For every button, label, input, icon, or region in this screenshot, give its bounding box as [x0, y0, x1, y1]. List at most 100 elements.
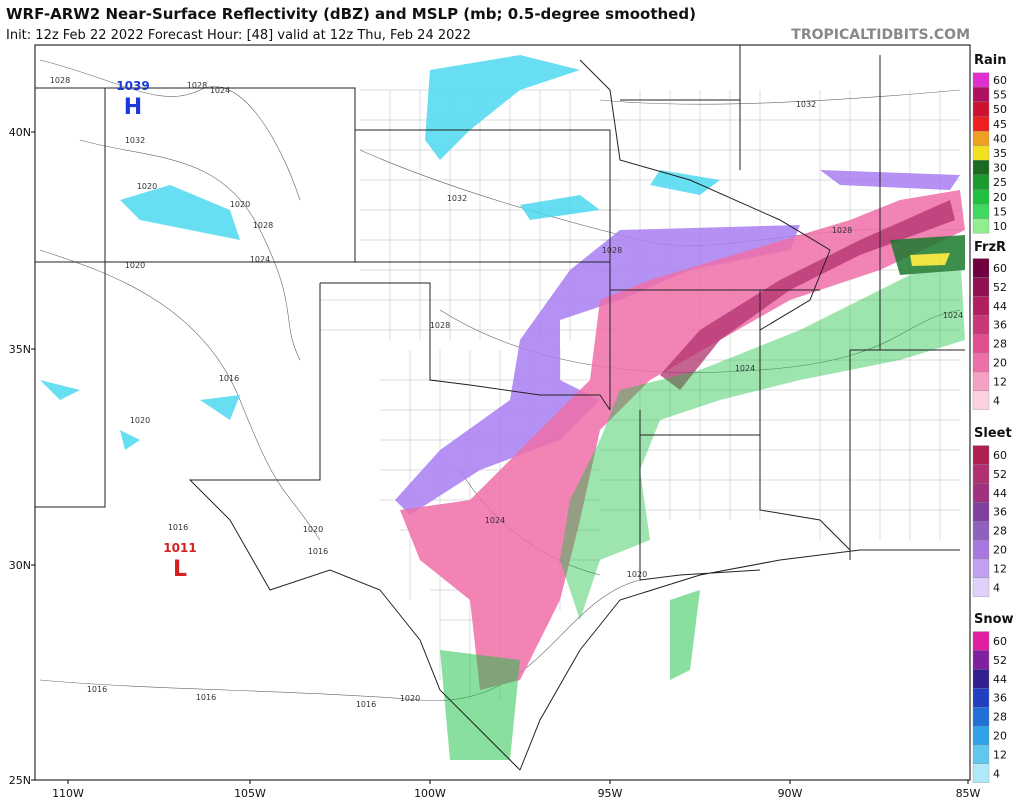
isobar-label: 1020 — [125, 261, 145, 270]
legend-tick: 4 — [993, 394, 1000, 407]
legend-tick: 45 — [993, 118, 1007, 131]
map-area — [34, 44, 971, 781]
legend-swatch — [972, 352, 990, 373]
legend-swatch — [972, 763, 990, 783]
legend-swatch — [972, 277, 990, 297]
title: WRF-ARW2 Near-Surface Reflectivity (dBZ)… — [6, 5, 696, 23]
isobar-label: 1028 — [602, 246, 622, 255]
legend-tick: 35 — [993, 147, 1007, 160]
legend-title: Snow — [974, 612, 1014, 627]
legend: Rain6055504540353025201510FrzR6052443628… — [972, 53, 1014, 783]
legend-swatch — [972, 130, 990, 146]
isobar-label: 1028 — [832, 226, 852, 235]
isobar-label: 1024 — [485, 516, 505, 525]
legend-swatch — [972, 258, 990, 278]
isobar-label: 1016 — [196, 693, 216, 702]
isobar-label: 1020 — [303, 525, 323, 534]
lat-label: 30N — [9, 559, 31, 572]
isobar-label: 1028 — [187, 81, 207, 90]
center-symbol: L — [173, 557, 187, 582]
legend-tick: 60 — [993, 635, 1007, 648]
isobar-label: 1020 — [230, 200, 250, 209]
legend-tick: 40 — [993, 132, 1007, 145]
axis-labels: 40N 35N 30N 25N 110W 105W 100W 95W 90W 85W 1039 H 10… — [9, 79, 981, 800]
legend-swatch — [972, 631, 990, 651]
legend-swatch — [972, 558, 990, 579]
center-symbol: H — [124, 95, 142, 120]
isobar-label: 1032 — [447, 194, 467, 203]
legend-swatch — [972, 483, 990, 503]
isobar-label: 1016 — [308, 547, 328, 556]
isobar-label: 1020 — [130, 416, 150, 425]
isobar-label: 1028 — [50, 76, 70, 85]
legend-swatch — [972, 87, 990, 103]
legend-swatch — [972, 145, 990, 161]
center-pressure: 1011 — [163, 541, 196, 555]
legend-swatch — [972, 502, 990, 522]
isobar-label: 1020 — [400, 694, 420, 703]
legend-swatch — [972, 296, 990, 316]
isobar-label: 1024 — [943, 311, 963, 320]
legend-swatch — [972, 160, 990, 176]
state-borders — [35, 45, 965, 771]
legend-tick: 30 — [993, 162, 1007, 175]
isobar-label: 1016 — [168, 523, 188, 532]
legend-tick: 12 — [993, 562, 1007, 575]
isobar-label: 1016 — [219, 374, 239, 383]
isobar-label: 1020 — [627, 570, 647, 579]
legend-swatch — [972, 189, 990, 205]
isobar-label: 1016 — [356, 700, 376, 709]
legend-tick: 20 — [993, 191, 1007, 204]
legend-swatch — [972, 650, 990, 670]
legend-tick: 28 — [993, 711, 1007, 724]
legend-tick: 12 — [993, 748, 1007, 761]
legend-title: FrzR — [974, 240, 1006, 255]
isobar-label: 1024 — [735, 364, 755, 373]
legend-tick: 4 — [993, 581, 1000, 594]
legend-swatch — [972, 315, 990, 335]
lon-label: 100W — [414, 787, 446, 800]
legend-swatch — [972, 577, 990, 597]
legend-tick: 20 — [993, 544, 1007, 557]
isobar-label: 1016 — [87, 685, 107, 694]
legend-tick: 28 — [993, 338, 1007, 351]
legend-tick: 15 — [993, 205, 1007, 218]
precip-sleet — [395, 170, 960, 515]
legend-swatch — [972, 669, 990, 689]
site-name: TROPICALTIDBITS.COM — [791, 27, 970, 43]
precip-rain — [440, 235, 965, 760]
legend-tick: 44 — [993, 300, 1007, 313]
legend-swatch — [972, 371, 990, 392]
isobar-label: 1032 — [125, 136, 145, 145]
legend-tick: 36 — [993, 692, 1007, 705]
legend-swatch — [972, 72, 990, 88]
lon-label: 90W — [778, 787, 803, 800]
legend-title: Rain — [974, 53, 1007, 68]
lat-label: 25N — [9, 774, 31, 787]
center-pressure: 1039 — [116, 79, 149, 93]
legend-swatch — [972, 521, 990, 541]
lat-label: 40N — [9, 126, 31, 139]
precip-freezing-rain-heavy — [660, 200, 955, 390]
legend-tick: 44 — [993, 673, 1007, 686]
legend-tick: 55 — [993, 89, 1007, 102]
legend-swatch — [972, 464, 990, 484]
lon-label: 110W — [52, 787, 84, 800]
precip-freezing-rain — [400, 190, 965, 690]
legend-tick: 60 — [993, 449, 1007, 462]
isobar-label: 1028 — [253, 221, 273, 230]
legend-tick: 25 — [993, 176, 1007, 189]
isobar-label: 1032 — [796, 100, 816, 109]
legend-tick: 20 — [993, 357, 1007, 370]
legend-tick: 44 — [993, 487, 1007, 500]
isobar-label: 1020 — [137, 182, 157, 191]
legend-title: Sleet — [974, 426, 1012, 441]
lon-label: 85W — [956, 787, 981, 800]
legend-tick: 52 — [993, 281, 1007, 294]
legend-tick: 36 — [993, 319, 1007, 332]
legend-tick: 10 — [993, 220, 1007, 233]
legend-swatch — [972, 390, 990, 410]
legend-swatch — [972, 539, 990, 560]
